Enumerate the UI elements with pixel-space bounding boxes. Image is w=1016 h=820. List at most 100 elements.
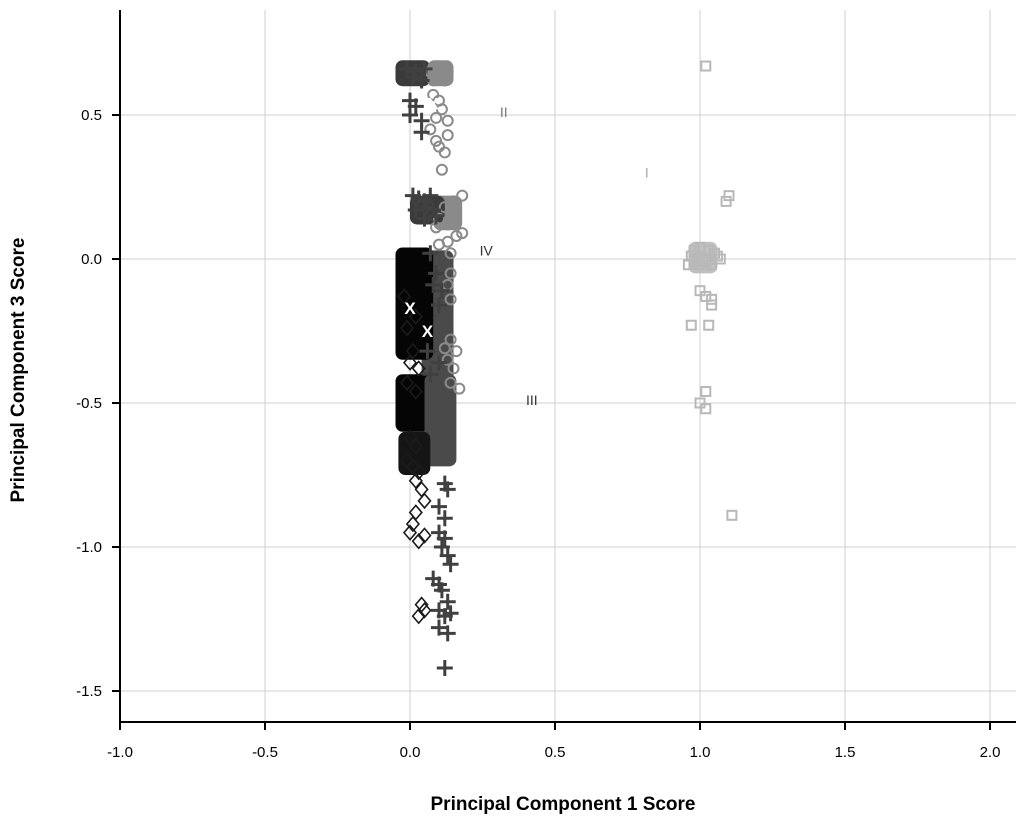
data-point-square: [720, 195, 732, 207]
data-point-diamond: [408, 383, 423, 400]
data-point-plus: [439, 625, 456, 642]
centroid-marker: X: [422, 322, 434, 341]
dense-point-region: [395, 374, 434, 432]
data-point-diamond: [400, 319, 415, 337]
data-point-diamond: [397, 288, 412, 305]
data-point-diamond: [408, 437, 423, 455]
data-point-plus: [404, 69, 421, 86]
data-point-circle: [441, 114, 454, 127]
data-point-plus: [431, 297, 447, 314]
data-point-plus: [436, 659, 453, 676]
centroid-marker: X: [404, 299, 416, 318]
dense-point-region: [424, 374, 457, 467]
dense-point-region: [398, 431, 431, 475]
grid-lines: [119, 10, 1016, 722]
y-tick-label: -0.5: [76, 395, 102, 412]
data-point-plus: [436, 530, 453, 547]
data-point-circle: [456, 227, 469, 240]
data-point-circle: [441, 218, 454, 231]
data-point-plus: [402, 107, 418, 123]
data-point-square: [694, 259, 706, 271]
x-tick-label: 0.0: [400, 744, 421, 761]
data-point-circle: [444, 376, 457, 389]
data-point-plus: [433, 282, 450, 299]
data-point-circle: [438, 74, 451, 87]
data-point-square: [682, 259, 694, 271]
data-point-circle: [438, 146, 451, 159]
data-point-circle: [438, 342, 451, 355]
data-point-circle: [433, 238, 445, 251]
y-tick-label: 0.0: [81, 251, 102, 268]
data-point-diamond: [402, 354, 418, 371]
data-point-plus: [413, 72, 430, 89]
data-point-plus: [428, 207, 445, 224]
data-point-plus: [431, 619, 447, 636]
data-points: [397, 60, 738, 676]
data-point-square: [714, 253, 726, 265]
data-point-plus: [407, 202, 424, 219]
data-point-plus: [442, 556, 459, 573]
data-point-plus: [442, 605, 459, 622]
x-tick-labels: -1.0 -0.5 0.0 0.5 1.0 1.5 2.0: [107, 744, 1000, 761]
data-point-diamond: [411, 607, 426, 625]
data-point-circle: [430, 111, 443, 124]
data-point-plus: [416, 60, 433, 77]
data-point-plus: [431, 354, 447, 371]
cluster-label: I: [645, 165, 649, 181]
data-point-square: [706, 259, 718, 271]
x-tick-label: 1.0: [690, 744, 711, 761]
data-point-plus: [439, 547, 456, 564]
data-point-square: [700, 60, 712, 72]
data-point-square: [726, 509, 738, 521]
data-point-circle: [444, 206, 457, 219]
data-point-square: [694, 285, 706, 297]
data-point-circle: [444, 293, 457, 306]
data-point-plus: [425, 276, 442, 293]
data-point-square: [706, 293, 718, 305]
data-point-plus: [419, 343, 436, 360]
y-tick-label: -1.5: [76, 683, 102, 700]
data-point-circle: [453, 382, 466, 395]
x-tick-label: 1.5: [835, 744, 856, 761]
data-point-circle: [447, 195, 460, 208]
data-point-circle: [444, 247, 457, 260]
x-axis-title: Principal Component 1 Score: [431, 794, 696, 815]
data-point-square: [706, 299, 718, 311]
data-point-square: [688, 256, 700, 268]
data-point-plus: [439, 481, 456, 498]
data-point-plus: [413, 124, 430, 141]
x-tick-label: 2.0: [980, 744, 1001, 761]
data-point-plus: [428, 265, 445, 282]
data-point-circle: [435, 68, 448, 81]
x-tick-label: -1.0: [107, 744, 133, 761]
data-point-circle: [435, 163, 448, 176]
data-point-square: [723, 190, 735, 202]
data-point-circle: [441, 353, 454, 366]
data-point-diamond: [408, 472, 423, 489]
data-point-circle: [450, 229, 463, 242]
data-point-square: [703, 319, 715, 331]
data-point-square: [700, 403, 712, 415]
data-point-plus: [431, 498, 447, 515]
data-point-diamond: [400, 374, 415, 392]
data-point-diamond: [411, 463, 426, 481]
y-tick-label: -1.0: [76, 539, 102, 556]
data-point-circle: [444, 333, 457, 346]
data-point-circle: [424, 123, 437, 136]
data-point-circle: [450, 345, 463, 358]
data-point-diamond: [408, 308, 423, 325]
data-point-circle: [444, 267, 457, 280]
data-point-square: [711, 250, 723, 262]
data-point-circle: [447, 362, 460, 375]
data-point-circle: [441, 129, 454, 142]
data-point-circle: [435, 103, 448, 116]
x-tick-label: 0.5: [545, 744, 566, 761]
data-point-diamond: [411, 533, 426, 550]
data-point-circle: [430, 134, 443, 147]
data-point-plus: [416, 210, 433, 227]
x-tick-label: -0.5: [252, 744, 278, 761]
data-point-diamond: [402, 524, 418, 541]
cluster-label: III: [526, 392, 538, 408]
data-point-diamond: [402, 429, 418, 446]
